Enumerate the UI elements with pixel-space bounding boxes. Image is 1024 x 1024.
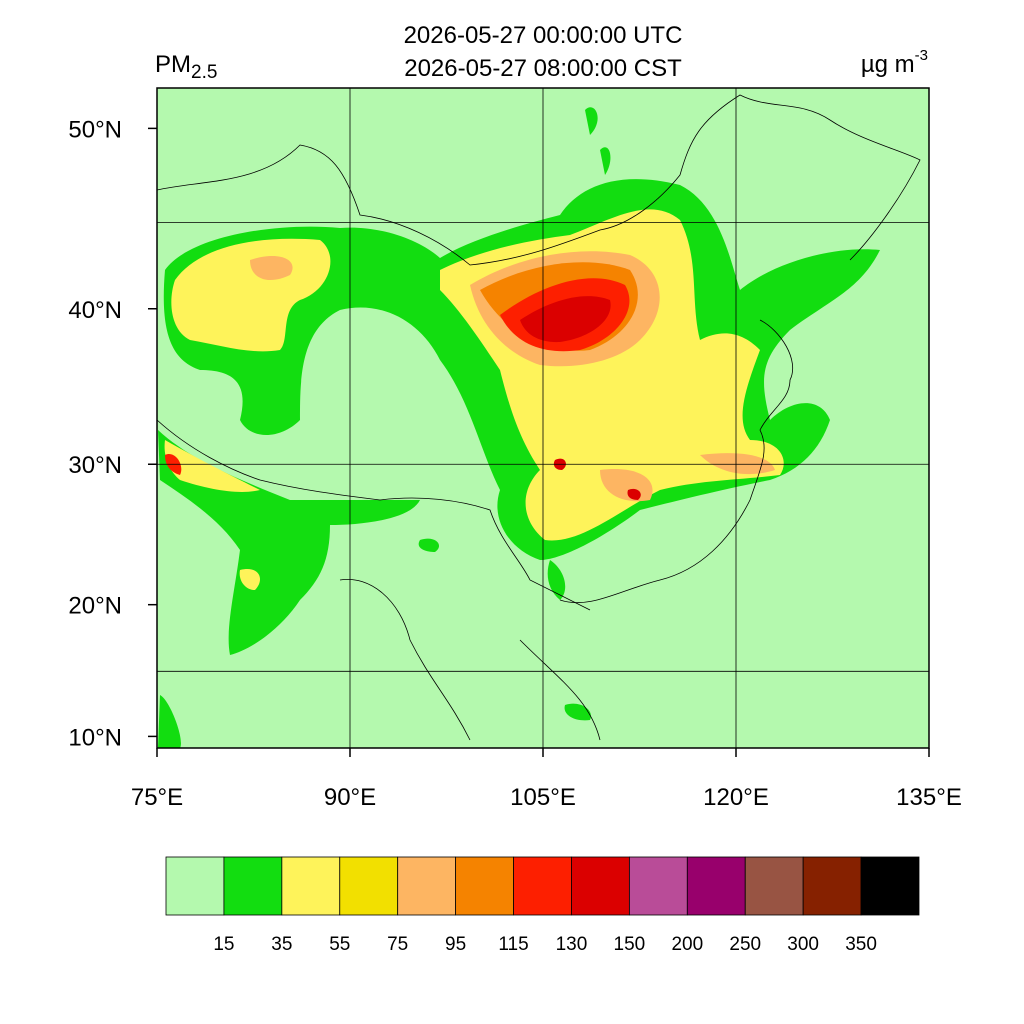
- units-superscript: -3: [915, 47, 928, 64]
- pollution-field: [158, 107, 881, 748]
- x-tick-label: 90°E: [324, 784, 376, 811]
- colorbar-box: [165, 856, 225, 916]
- colorbar-label: 250: [729, 934, 761, 955]
- colorbar-box: [223, 856, 283, 916]
- title-line: 2026-05-27 00:00:00 UTC: [404, 22, 683, 49]
- units-text: µg m: [861, 51, 915, 78]
- x-tick-label: 75°E: [131, 784, 183, 811]
- border-line: [157, 419, 591, 611]
- coast-line: [339, 578, 601, 741]
- colorbar-label: 150: [614, 934, 646, 955]
- colorbar-box: [571, 856, 630, 916]
- colorbar-label: 75: [387, 934, 408, 955]
- colorbar-box: [860, 856, 920, 916]
- contour-light-orange: [250, 251, 775, 502]
- colorbar-box: [397, 856, 457, 916]
- y-tick-label: 20°N: [68, 593, 122, 620]
- contour-yellow: [164, 440, 260, 590]
- variable-subscript: 2.5: [191, 62, 217, 83]
- colorbar-label: 350: [845, 934, 877, 955]
- variable-label: PM2.5: [155, 51, 217, 83]
- border-line: [157, 94, 921, 266]
- contour-dark-red: [520, 296, 641, 500]
- units-label: µg m-3: [861, 47, 928, 78]
- boundaries: [157, 94, 921, 741]
- graticule: [157, 88, 929, 748]
- colorbar-box: [744, 856, 804, 916]
- colorbar-box: [455, 856, 514, 916]
- colorbar-box: [628, 856, 688, 916]
- colorbar-label: 35: [271, 934, 292, 955]
- x-tick-label: 120°E: [703, 784, 769, 811]
- y-tick-label: 10°N: [68, 724, 122, 751]
- colorbar-box: [339, 856, 399, 916]
- variable-name: PM: [155, 51, 191, 78]
- colorbar-label: 15: [213, 934, 234, 955]
- y-tick-label: 30°N: [68, 452, 122, 479]
- x-tick-label: 135°E: [896, 784, 962, 811]
- colorbar-label: 300: [787, 934, 819, 955]
- colorbar-label: 115: [498, 934, 528, 955]
- y-tick-label: 50°N: [68, 116, 122, 143]
- x-tick-label: 105°E: [510, 784, 576, 811]
- colorbar-box: [802, 856, 862, 916]
- y-tick-label: 40°N: [68, 297, 122, 324]
- title-line: 2026-05-27 08:00:00 CST: [404, 55, 682, 82]
- colorbar-box: [281, 856, 341, 916]
- colorbar-label: 200: [671, 934, 703, 955]
- colorbar-box: [686, 856, 746, 916]
- colorbar-label: 130: [556, 934, 588, 955]
- coast-line: [559, 319, 793, 604]
- colorbar-label: 95: [445, 934, 466, 955]
- colorbar-box: [513, 856, 572, 916]
- contour-red: [165, 278, 630, 475]
- colorbar-label: 55: [329, 934, 350, 955]
